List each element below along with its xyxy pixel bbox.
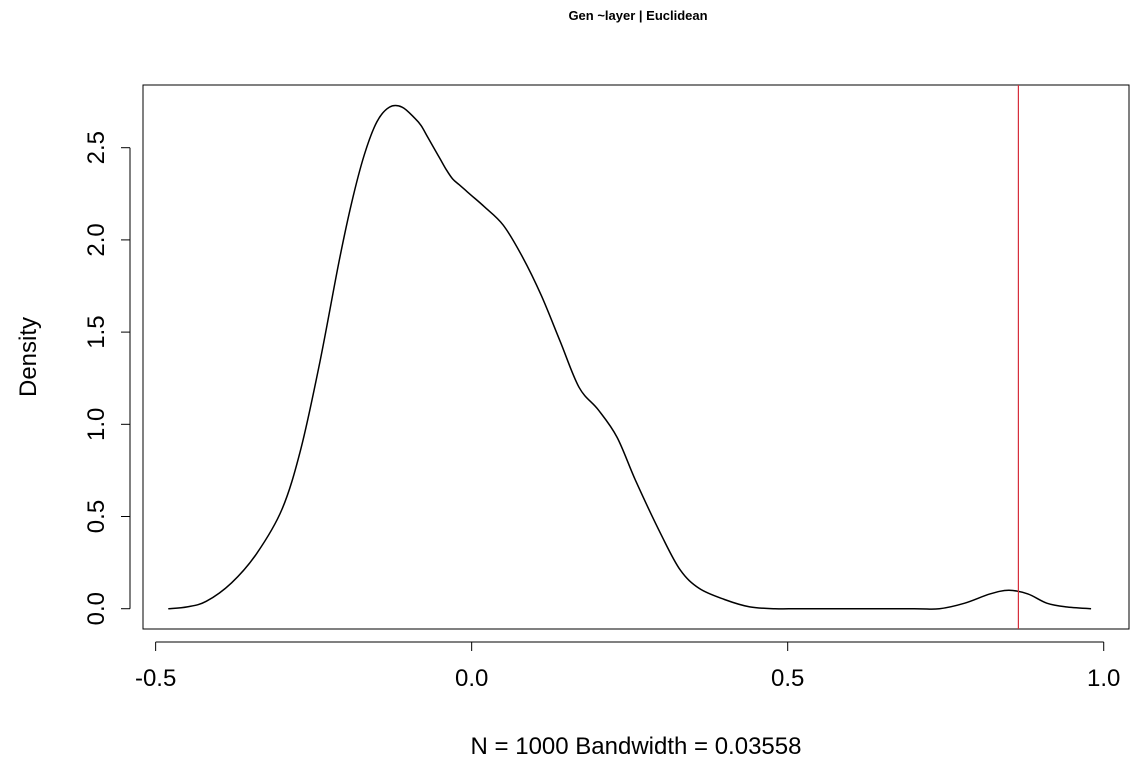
density-series	[168, 104, 1092, 610]
y-tick-label: 1.0	[83, 408, 110, 441]
x-axis: -0.5 0.0 0.5 1.0	[135, 641, 1120, 692]
y-tick-label: 0.0	[83, 592, 110, 625]
y-axis-label: Density	[15, 317, 42, 397]
x-axis-label: N = 1000 Bandwidth = 0.03558	[471, 733, 802, 760]
y-axis: 0.0 0.5 1.0 1.5 2.0 2.5	[83, 131, 131, 625]
x-tick-label: 0.0	[455, 665, 488, 692]
x-tick-label: 1.0	[1087, 665, 1120, 692]
y-tick-label: 2.5	[83, 131, 110, 164]
y-tick-label: 1.5	[83, 315, 110, 348]
density-curve	[168, 104, 1092, 610]
y-tick-label: 2.0	[83, 223, 110, 256]
plot-frame	[142, 84, 1130, 630]
x-tick-label: -0.5	[135, 665, 176, 692]
chart-title: Gen ~layer | Euclidean	[568, 8, 707, 23]
x-tick-label: 0.5	[771, 665, 804, 692]
y-tick-label: 0.5	[83, 500, 110, 533]
